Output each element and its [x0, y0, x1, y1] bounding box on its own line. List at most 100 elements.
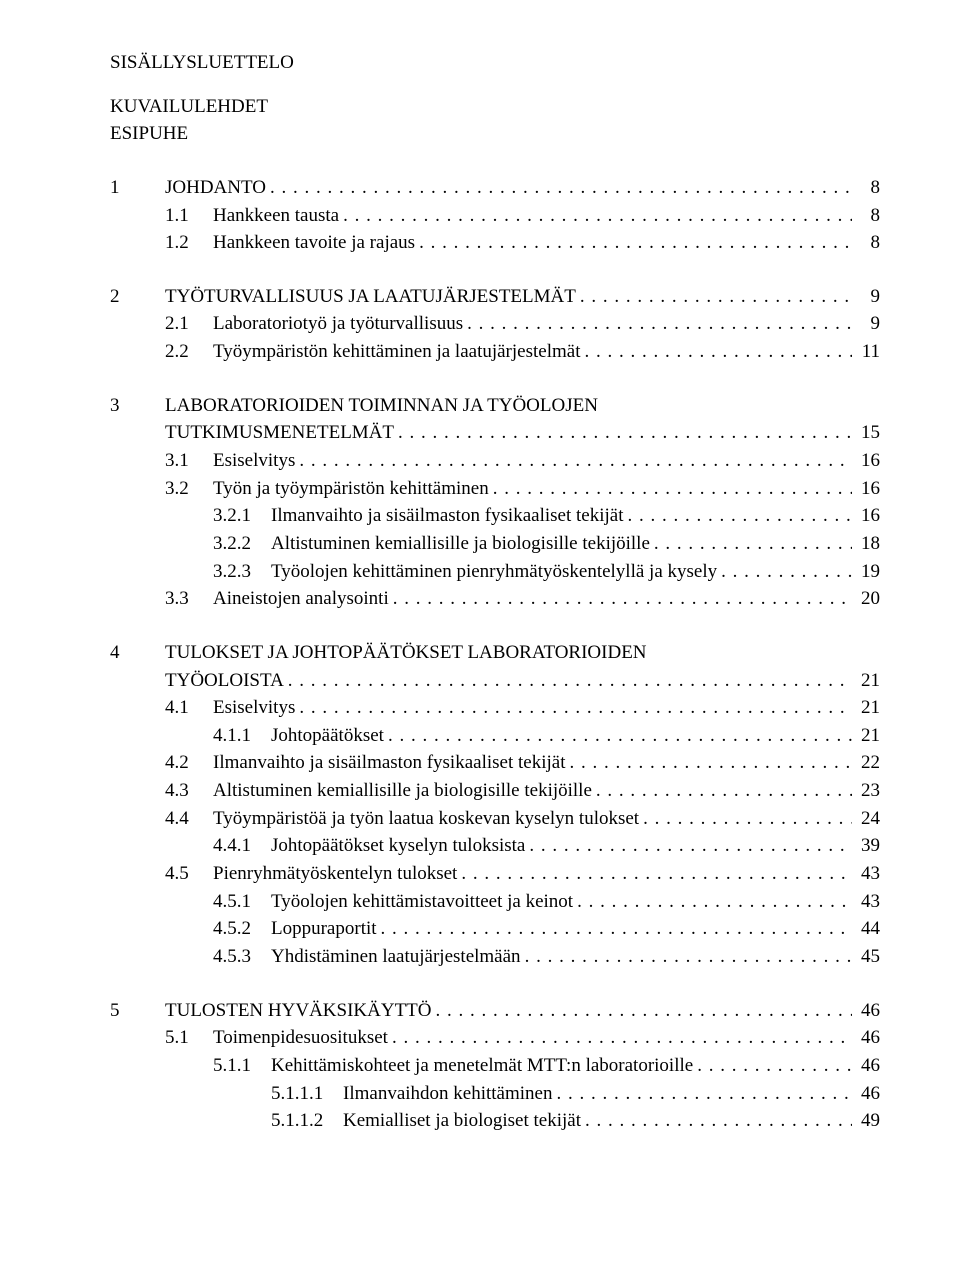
toc-title: Altistuminen kemiallisille ja biologisil…	[213, 778, 592, 804]
toc-leader	[623, 503, 852, 529]
toc-page-number: 45	[852, 944, 880, 970]
toc-page-number: 16	[852, 503, 880, 529]
toc-title: Pienryhmätyöskentelyn tulokset	[213, 861, 457, 887]
toc-page-number: 21	[852, 695, 880, 721]
heading-esipuhe: ESIPUHE	[110, 121, 880, 147]
toc-number: 1	[110, 175, 165, 201]
toc-number: 5.1.1.1	[271, 1081, 343, 1107]
toc-title: Ilmanvaihto ja sisäilmaston fysikaaliset…	[271, 503, 623, 529]
toc-title: Työolojen kehittämistavoitteet ja keinot	[271, 889, 573, 915]
toc-number: 4.1.1	[213, 723, 271, 749]
toc-title: Toimenpidesuositukset	[213, 1025, 388, 1051]
toc-title: Työn ja työympäristön kehittäminen	[213, 476, 489, 502]
toc-chapter-2: 2 TYÖTURVALLISUUS JA LAATUJÄRJESTELMÄT 9…	[110, 284, 880, 365]
toc-leader	[525, 833, 852, 859]
toc-title: Hankkeen tavoite ja rajaus	[213, 230, 415, 256]
toc-number: 1.1	[165, 203, 213, 229]
toc-chapter-5: 5 TULOSTEN HYVÄKSIKÄYTTÖ 46 5.1 Toimenpi…	[110, 998, 880, 1134]
toc-row: 5 TULOSTEN HYVÄKSIKÄYTTÖ 46	[110, 998, 880, 1024]
toc-number: 2.1	[165, 311, 213, 337]
toc-title: LABORATORIOIDEN TOIMINNAN JA TYÖOLOJEN	[165, 393, 598, 419]
toc-title: Aineistojen analysointi	[213, 586, 389, 612]
toc-title: Työympäristöä ja työn laatua koskevan ky…	[213, 806, 639, 832]
toc-title: Kemialliset ja biologiset tekijät	[343, 1108, 581, 1134]
toc-number: 5.1.1	[213, 1053, 271, 1079]
toc-row: 4.5.3 Yhdistäminen laatujärjestelmään 45	[110, 944, 880, 970]
toc-page-number: 19	[852, 559, 880, 585]
toc-number: 5.1.1.2	[271, 1108, 343, 1134]
toc-row: 1.1 Hankkeen tausta 8	[110, 203, 880, 229]
toc-leader	[576, 284, 852, 310]
toc-row: 3.3 Aineistojen analysointi 20	[110, 586, 880, 612]
toc-title: Johtopäätökset kyselyn tuloksista	[271, 833, 525, 859]
toc-leader	[717, 559, 852, 585]
toc-leader	[295, 695, 852, 721]
toc-number: 3.1	[165, 448, 213, 474]
toc-row: 4.1 Esiselvitys 21	[110, 695, 880, 721]
toc-page-number: 15	[852, 420, 880, 446]
toc-page-number: 22	[852, 750, 880, 776]
toc-number: 1.2	[165, 230, 213, 256]
toc-page-number: 46	[852, 1025, 880, 1051]
toc-title: Kehittämiskohteet ja menetelmät MTT:n la…	[271, 1053, 693, 1079]
toc-title: JOHDANTO	[165, 175, 266, 201]
toc-page-number: 8	[852, 203, 880, 229]
toc-title: Hankkeen tausta	[213, 203, 339, 229]
toc-leader	[693, 1053, 852, 1079]
toc-number: 3.3	[165, 586, 213, 612]
toc-title: Johtopäätökset	[271, 723, 384, 749]
toc-row: TYÖOLOISTA 21	[110, 668, 880, 694]
toc-page-number: 46	[852, 1053, 880, 1079]
toc-row: 4.5 Pienryhmätyöskentelyn tulokset 43	[110, 861, 880, 887]
toc-title: Ilmanvaihto ja sisäilmaston fysikaaliset…	[213, 750, 565, 776]
toc-leader	[552, 1081, 852, 1107]
toc-row: 4.5.2 Loppuraportit 44	[110, 916, 880, 942]
toc-row: 2.2 Työympäristön kehittäminen ja laatuj…	[110, 339, 880, 365]
toc-row: 4.3 Altistuminen kemiallisille ja biolog…	[110, 778, 880, 804]
toc-title: TULOKSET JA JOHTOPÄÄTÖKSET LABORATORIOID…	[165, 640, 647, 666]
toc-leader	[384, 723, 852, 749]
toc-leader	[377, 916, 852, 942]
toc-leader	[489, 476, 852, 502]
toc-row: TUTKIMUSMENETELMÄT 15	[110, 420, 880, 446]
toc-title: TULOSTEN HYVÄKSIKÄYTTÖ	[165, 998, 432, 1024]
toc-page-number: 8	[852, 175, 880, 201]
toc-row: 5.1 Toimenpidesuositukset 46	[110, 1025, 880, 1051]
toc-row: 3.2.2 Altistuminen kemiallisille ja biol…	[110, 531, 880, 557]
toc-row: 5.1.1.2 Kemialliset ja biologiset tekijä…	[110, 1108, 880, 1134]
toc-row: 2 TYÖTURVALLISUUS JA LAATUJÄRJESTELMÄT 9	[110, 284, 880, 310]
toc-leader	[463, 311, 852, 337]
toc-leader	[394, 420, 852, 446]
toc-title: Esiselvitys	[213, 448, 295, 474]
toc-leader	[592, 778, 852, 804]
toc-row: 1.2 Hankkeen tavoite ja rajaus 8	[110, 230, 880, 256]
toc-row: 4.1.1 Johtopäätökset 21	[110, 723, 880, 749]
toc-page-number: 18	[852, 531, 880, 557]
toc-page-number: 39	[852, 833, 880, 859]
front-matter: SISÄLLYSLUETTELO KUVAILULEHDET ESIPUHE	[110, 50, 880, 147]
toc-row: 5.1.1.1 Ilmanvaihdon kehittäminen 46	[110, 1081, 880, 1107]
toc-leader	[639, 806, 852, 832]
toc-title: Loppuraportit	[271, 916, 377, 942]
toc-leader	[388, 1025, 852, 1051]
toc-page-number: 43	[852, 861, 880, 887]
toc-leader	[457, 861, 852, 887]
heading-kuvailulehdet: KUVAILULEHDET	[110, 94, 880, 120]
toc-leader	[295, 448, 852, 474]
toc-page-number: 44	[852, 916, 880, 942]
toc-leader	[573, 889, 852, 915]
toc-page-number: 20	[852, 586, 880, 612]
toc-page-number: 9	[852, 284, 880, 310]
toc-title: Altistuminen kemiallisille ja biologisil…	[271, 531, 650, 557]
toc-leader	[565, 750, 852, 776]
toc-page-number: 46	[852, 998, 880, 1024]
toc-leader	[580, 339, 852, 365]
toc-row: 3.1 Esiselvitys 16	[110, 448, 880, 474]
toc-chapter-3: 3 LABORATORIOIDEN TOIMINNAN JA TYÖOLOJEN…	[110, 393, 880, 612]
toc-number: 5	[110, 998, 165, 1024]
toc-row: 3.2.3 Työolojen kehittäminen pienryhmäty…	[110, 559, 880, 585]
toc-page-number: 46	[852, 1081, 880, 1107]
toc-number: 4.5.1	[213, 889, 271, 915]
toc-title: TUTKIMUSMENETELMÄT	[165, 420, 394, 446]
toc-title: Työympäristön kehittäminen ja laatujärje…	[213, 339, 580, 365]
